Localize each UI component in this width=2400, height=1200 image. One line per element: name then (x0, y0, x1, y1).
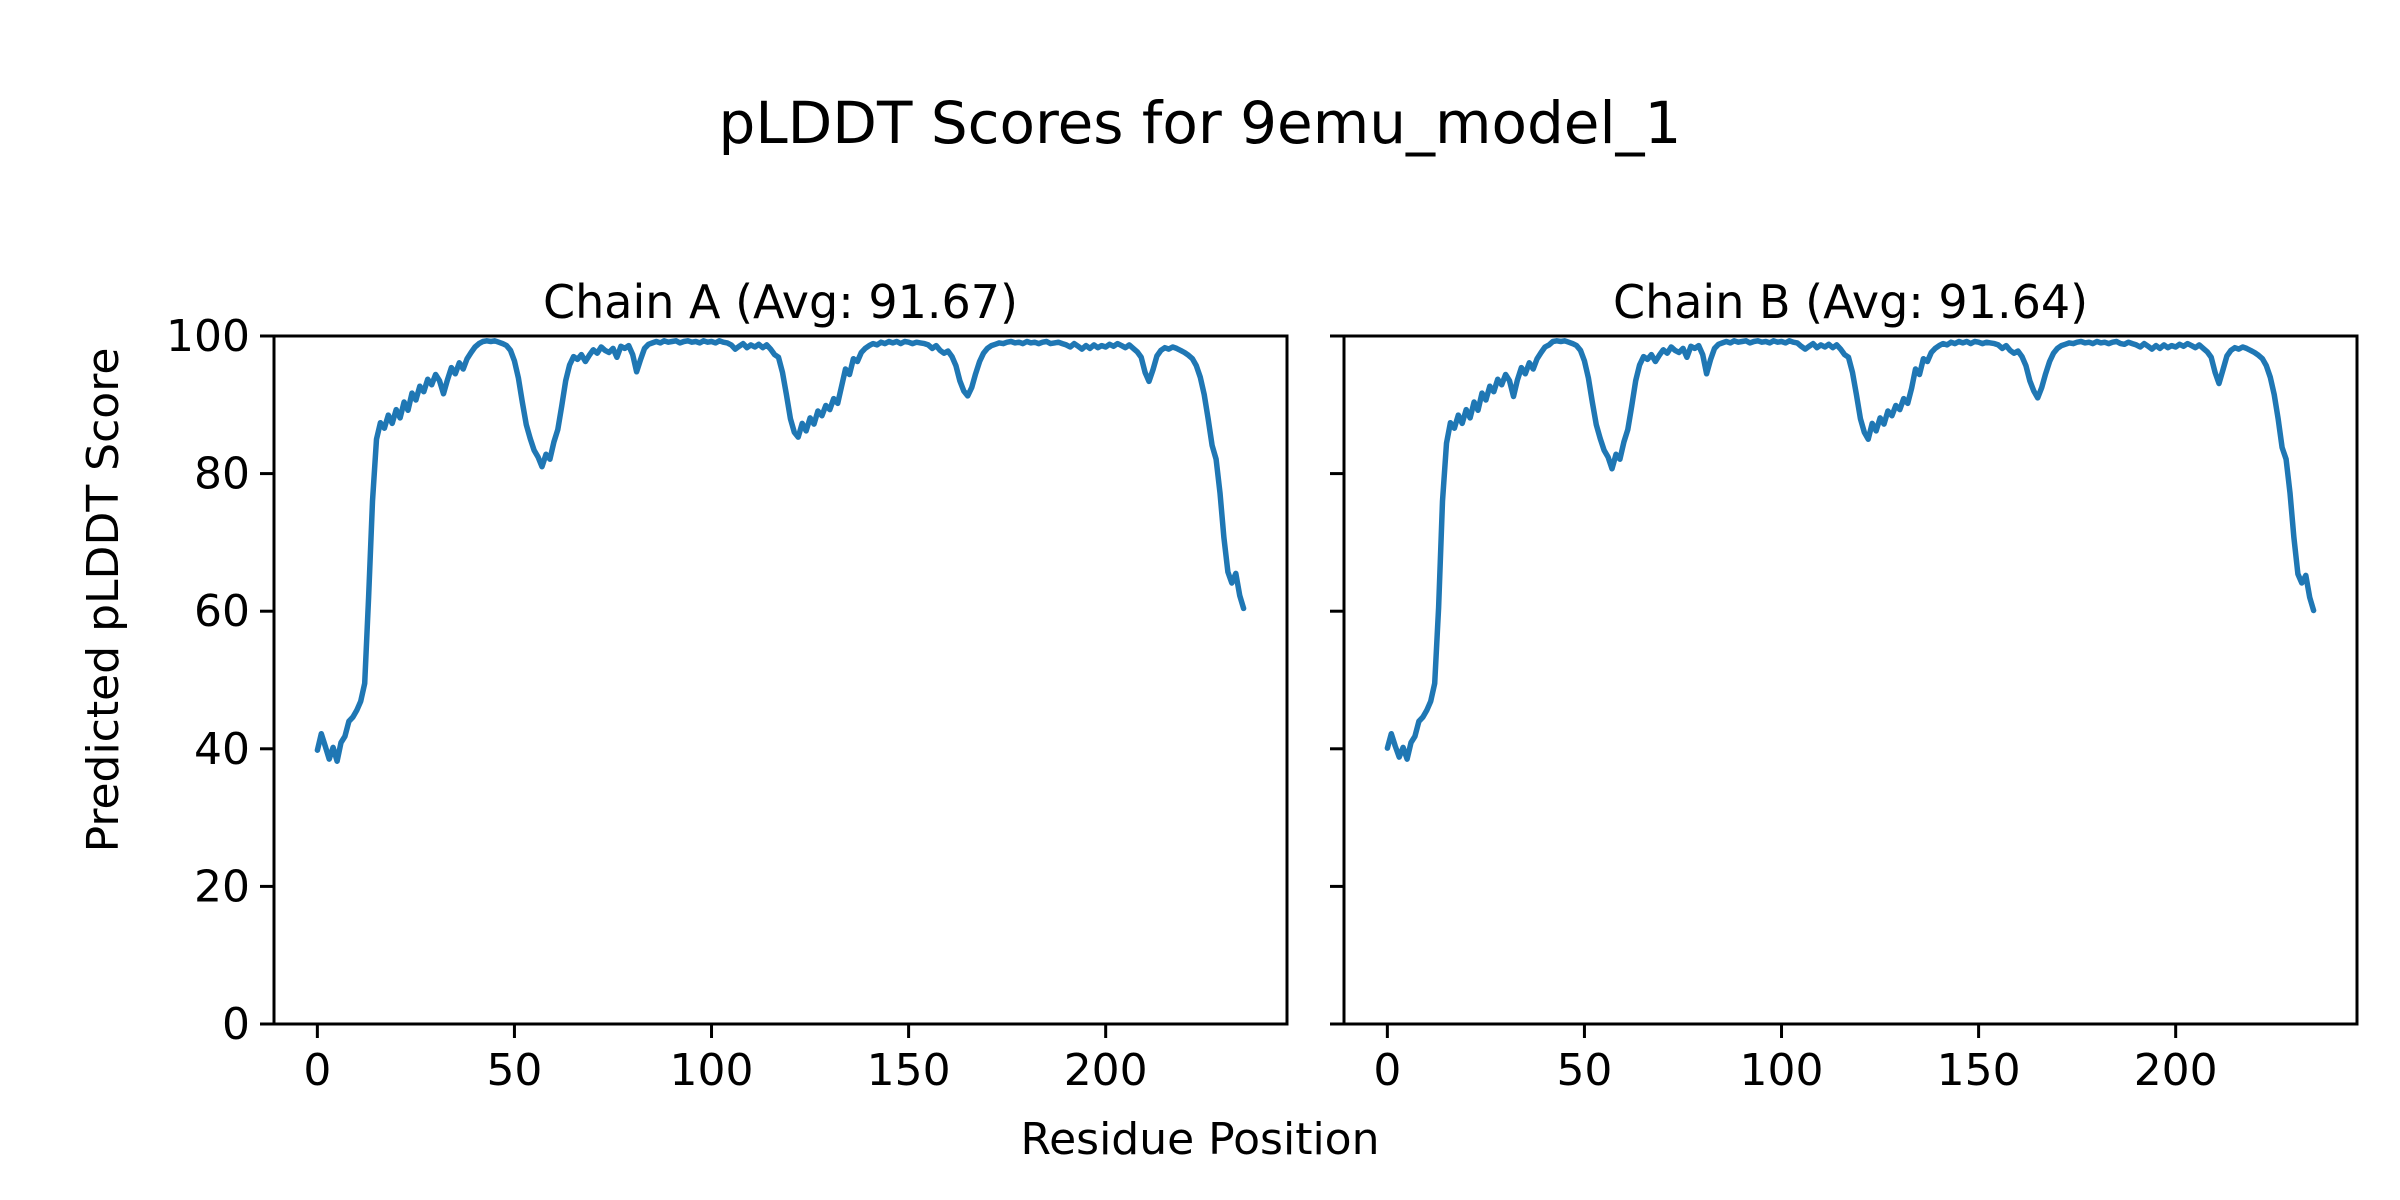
y-tick-label: 40 (194, 724, 250, 775)
x-tick-label: 100 (670, 1045, 754, 1096)
x-axis-label: Residue Position (1020, 1114, 1380, 1165)
plddt-line-chain-a (314, 338, 1247, 764)
figure-suptitle: pLDDT Scores for 9emu_model_1 (718, 89, 1682, 157)
y-tick-label: 60 (194, 586, 250, 637)
plddt-line-chain-b (1384, 338, 2317, 762)
axes-spines-chain-a (272, 334, 1289, 1026)
y-tick-label: 80 (194, 449, 250, 500)
axes-spines-chain-b (1342, 334, 2359, 1026)
x-tick-label: 150 (1937, 1045, 2021, 1096)
x-tick-label: 200 (2134, 1045, 2218, 1096)
x-tick-label: 100 (1740, 1045, 1824, 1096)
x-tick-label: 150 (867, 1045, 951, 1096)
x-tick-label: 0 (303, 1045, 331, 1096)
y-axis-label: Predicted pLDDT Score (77, 347, 129, 853)
axes-chain-b: Chain B (Avg: 91.64) 0 50 100 150 200 (1330, 275, 2359, 1096)
x-tick-label: 50 (486, 1045, 542, 1096)
y-tick-label: 100 (166, 311, 250, 362)
subplot-title-chain-a: Chain A (Avg: 91.67) (543, 275, 1018, 329)
x-tick-label: 200 (1064, 1045, 1148, 1096)
y-tick-label: 0 (222, 999, 250, 1050)
x-tick-label: 0 (1373, 1045, 1401, 1096)
axes-chain-a: Chain A (Avg: 91.67) 0 50 100 150 200 0 20 40 60 8… (166, 275, 1289, 1096)
x-tick-label: 50 (1556, 1045, 1612, 1096)
y-tick-label: 20 (194, 861, 250, 912)
subplot-title-chain-b: Chain B (Avg: 91.64) (1613, 275, 2088, 329)
